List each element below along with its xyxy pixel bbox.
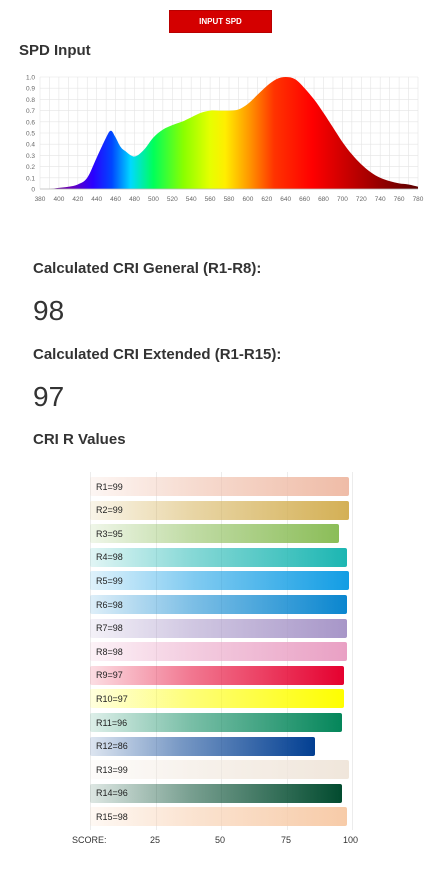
spd-x-tick-label: 500 <box>148 196 159 203</box>
cri-bar-r5: R5=99 <box>90 571 350 591</box>
spd-y-tick-label: 0.3 <box>26 153 35 160</box>
cri-bar-r15: R15=98 <box>90 807 347 827</box>
cri-bar-label: R11=96 <box>96 717 128 728</box>
cri-bar-label: R15=98 <box>96 811 128 822</box>
cri-bar-r2: R2=99 <box>90 500 350 520</box>
spd-y-tick-label: 0.5 <box>26 131 35 138</box>
spd-x-tick-label: 760 <box>394 196 405 203</box>
cri-bar-label: R10=97 <box>96 693 128 704</box>
cri-bar-label: R14=96 <box>96 788 128 799</box>
spd-series-area <box>40 77 418 189</box>
cri-bar-r11: R11=96 <box>90 713 342 732</box>
cri-bar-r14: R14=96 <box>90 783 342 803</box>
cri-bar-r12: R12=86 <box>90 736 316 756</box>
spd-y-tick-label: 0 <box>31 187 35 194</box>
cri-bar-label: R8=98 <box>96 646 123 657</box>
cri-bar-r8: R8=98 <box>90 642 347 662</box>
cri-bar-label: R13=99 <box>96 764 128 775</box>
spd-y-tick-label: 0.9 <box>26 86 35 93</box>
input-spd-button[interactable]: INPUT SPD <box>169 10 272 33</box>
spd-y-tick-label: 0.6 <box>26 119 35 126</box>
spd-x-tick-label: 440 <box>91 196 102 203</box>
spd-x-tick-label: 700 <box>337 196 348 203</box>
spd-y-tick-label: 0.2 <box>26 164 35 171</box>
cri-bar-r4: R4=98 <box>90 547 347 567</box>
spd-y-tick-label: 0.1 <box>26 175 35 182</box>
spd-x-tick-label: 580 <box>224 196 235 203</box>
spd-x-tick-label: 780 <box>413 196 424 203</box>
spd-x-tick-label: 720 <box>356 196 367 203</box>
cri-bar-label: R12=86 <box>96 741 128 752</box>
cri-general-value: 98 <box>33 295 65 326</box>
spd-title: SPD Input <box>19 42 91 59</box>
score-tick-25: 25 <box>150 835 161 845</box>
spd-x-tick-label: 560 <box>205 196 216 203</box>
spd-x-tick-label: 480 <box>129 196 140 203</box>
cri-bar-label: R9=97 <box>96 670 123 681</box>
cri-bar-label: R5=99 <box>96 575 123 586</box>
cri-extended-value: 97 <box>33 381 65 412</box>
spd-y-tick-label: 0.7 <box>26 108 35 115</box>
cri-r-values-title: CRI R Values <box>33 431 126 448</box>
spd-x-tick-label: 640 <box>280 196 291 203</box>
cri-general-label: Calculated CRI General (R1-R8): <box>33 260 262 277</box>
cri-bar-r3: R3=95 <box>90 524 339 544</box>
spd-x-tick-label: 620 <box>261 196 272 203</box>
spd-x-tick-label: 600 <box>242 196 253 203</box>
spd-y-tick-label: 0.4 <box>26 142 35 149</box>
spd-y-tick-label: 0.8 <box>26 97 35 104</box>
spd-x-tick-label: 380 <box>35 196 46 203</box>
spd-x-tick-label: 540 <box>186 196 197 203</box>
cri-bar-r13: R13=99 <box>90 760 350 780</box>
cri-r-values-chart: R1=99 R2=99 R3=95 R4=98 R5=99 R6=98 R7=98 R8=98… <box>88 472 353 830</box>
score-tick-50: 50 <box>215 835 226 845</box>
cri-extended-label: Calculated CRI Extended (R1-R15): <box>33 346 282 363</box>
score-tick-100: 100 <box>343 835 359 845</box>
cri-bar-r10: R10=97 <box>90 689 345 709</box>
spd-x-tick-label: 520 <box>167 196 178 203</box>
spd-chart: 0 0.1 0.2 0.3 0.4 0.5 0.6 0.7 0.8 0.9 1.0 380 400 420… <box>26 75 424 204</box>
cri-bar-r7: R7=98 <box>90 618 347 638</box>
spd-x-tick-label: 740 <box>375 196 386 203</box>
cri-bar-label: R2=99 <box>96 505 123 516</box>
cri-bar-label: R4=98 <box>96 552 123 563</box>
cri-bar-label: R1=99 <box>96 481 123 492</box>
spd-y-tick-label: 1.0 <box>26 75 35 82</box>
cri-grid-line <box>352 472 353 830</box>
cri-bar-r1: R1=99 <box>90 477 350 496</box>
cri-bar-r6: R6=98 <box>90 595 347 614</box>
score-axis-label: SCORE: <box>72 835 107 845</box>
cri-bar-label: R7=98 <box>96 623 123 634</box>
score-axis: SCORE: 25 50 75 100 <box>0 835 441 849</box>
spd-x-tick-label: 660 <box>299 196 310 203</box>
spd-x-tick-label: 420 <box>72 196 83 203</box>
spd-x-tick-label: 400 <box>53 196 64 203</box>
spd-x-tick-label: 680 <box>318 196 329 203</box>
cri-bar-label: R3=95 <box>96 528 123 539</box>
score-tick-75: 75 <box>281 835 292 845</box>
spd-x-tick-label: 460 <box>110 196 121 203</box>
cri-bar-label: R6=98 <box>96 599 123 610</box>
cri-bar-r9: R9=97 <box>90 665 345 685</box>
